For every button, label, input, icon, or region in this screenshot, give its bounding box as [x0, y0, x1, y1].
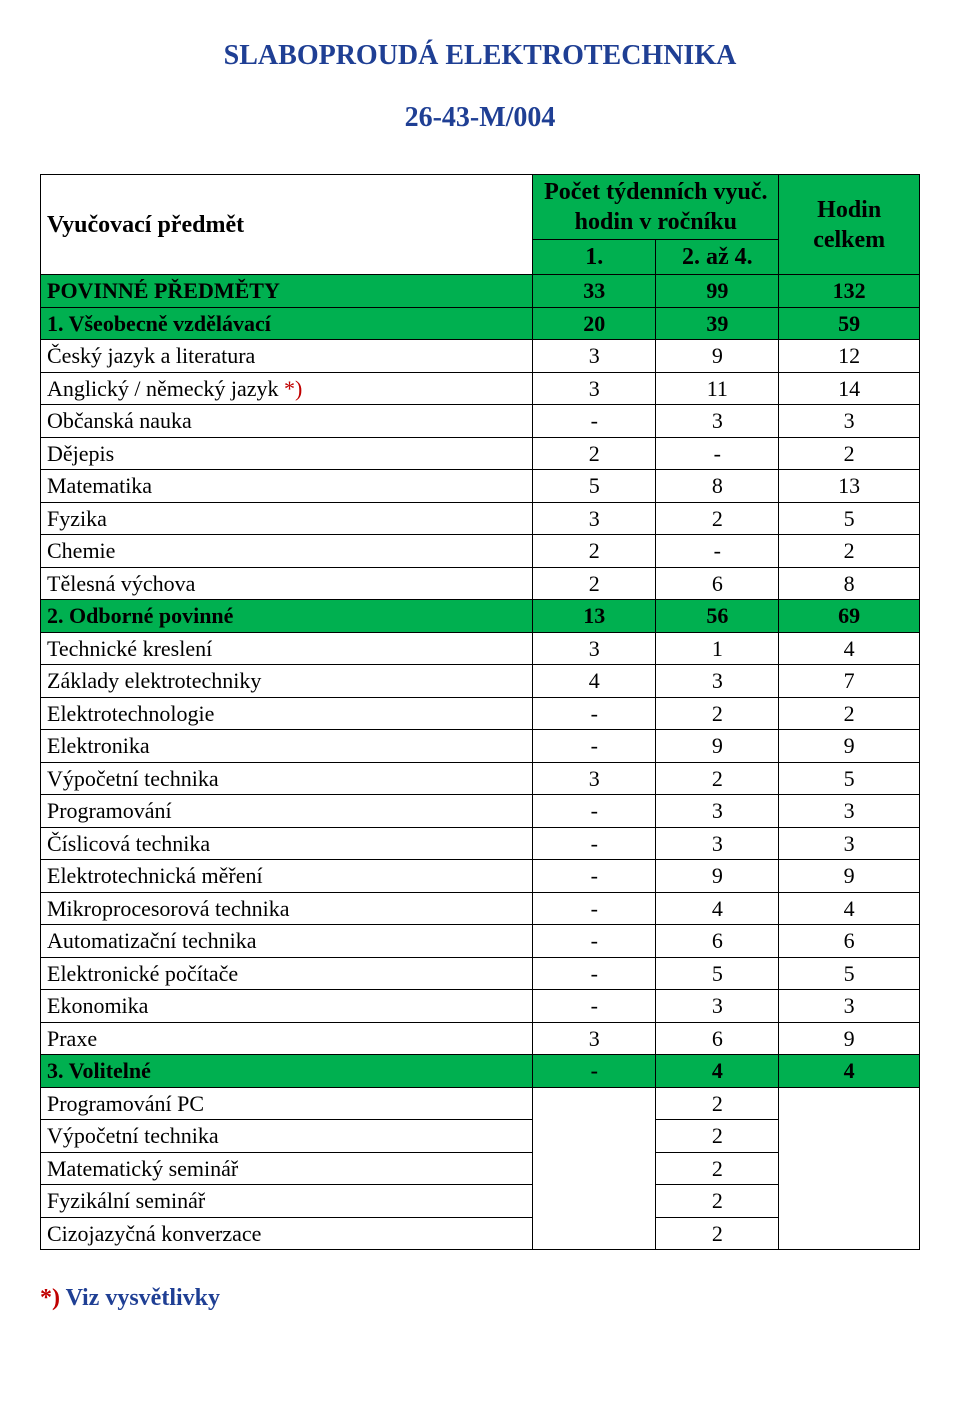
curriculum-table: Vyučovací předmětPočet týdenních vyuč. h…: [40, 174, 920, 1250]
table-row: Ekonomika-33: [41, 990, 920, 1023]
subject-name: Automatizační technika: [41, 925, 533, 958]
subject-name: Ekonomika: [41, 990, 533, 1023]
table-row: Elektrotechnologie-22: [41, 697, 920, 730]
table-row: Výpočetní technika325: [41, 762, 920, 795]
subject-name: Programování: [41, 795, 533, 828]
page-code: 26-43-M/004: [40, 102, 920, 134]
subject-name: Praxe: [41, 1022, 533, 1055]
section-row: 3. Volitelné-44: [41, 1055, 920, 1088]
table-row: Technické kreslení314: [41, 632, 920, 665]
section-row: 2. Odborné povinné135669: [41, 600, 920, 633]
subject-name: Výpočetní technika: [41, 762, 533, 795]
table-row: Praxe369: [41, 1022, 920, 1055]
table-row: Občanská nauka-33: [41, 405, 920, 438]
subject-name: Technické kreslení: [41, 632, 533, 665]
table-row: Matematika5813: [41, 470, 920, 503]
subject-name: Mikroprocesorová technika: [41, 892, 533, 925]
table-row: Základy elektrotechniky437: [41, 665, 920, 698]
subject-name: Cizojazyčná konverzace: [41, 1217, 533, 1250]
table-row: Český jazyk a literatura3912: [41, 340, 920, 373]
table-row: Programování-33: [41, 795, 920, 828]
subject-name: Fyzikální seminář: [41, 1185, 533, 1218]
subject-name: Elektronické počítače: [41, 957, 533, 990]
section-label: 1. Všeobecně vzdělávací: [41, 307, 533, 340]
table-row: Dějepis2-2: [41, 437, 920, 470]
header-c2: 2. až 4.: [656, 240, 779, 275]
table-row: Tělesná výchova268: [41, 567, 920, 600]
section-label: 2. Odborné povinné: [41, 600, 533, 633]
section-row: 1. Všeobecně vzdělávací203959: [41, 307, 920, 340]
subject-name: Základy elektrotechniky: [41, 665, 533, 698]
subject-name: Chemie: [41, 535, 533, 568]
subject-name: Tělesná výchova: [41, 567, 533, 600]
subject-name: Matematika: [41, 470, 533, 503]
table-row: Mikroprocesorová technika-44: [41, 892, 920, 925]
section-label: 3. Volitelné: [41, 1055, 533, 1088]
subject-name: Matematický seminář: [41, 1152, 533, 1185]
table-row: Elektronické počítače-55: [41, 957, 920, 990]
table-row: Číslicová technika-33: [41, 827, 920, 860]
subject-name: Výpočetní technika: [41, 1120, 533, 1153]
star-marker: *): [284, 376, 302, 401]
footnote-star: *): [40, 1285, 60, 1311]
header-c1: 1.: [533, 240, 656, 275]
footnote: *) Viz vysvětlivky: [40, 1285, 920, 1312]
section-label: POVINNÉ PŘEDMĚTY: [41, 275, 533, 308]
subject-name: Elektronika: [41, 730, 533, 763]
header-subject: Vyučovací předmět: [41, 175, 533, 275]
subject-name: Fyzika: [41, 502, 533, 535]
table-row: Programování PC2: [41, 1087, 920, 1120]
section-row: POVINNÉ PŘEDMĚTY3399132: [41, 275, 920, 308]
subject-name: Občanská nauka: [41, 405, 533, 438]
page-title: SLABOPROUDÁ ELEKTROTECHNIKA: [40, 40, 920, 72]
table-row: Elektronika-99: [41, 730, 920, 763]
subject-name: Číslicová technika: [41, 827, 533, 860]
subject-name: Elektrotechnická měření: [41, 860, 533, 893]
subject-name: Programování PC: [41, 1087, 533, 1120]
header-total: Hodin celkem: [779, 175, 920, 275]
subject-name: Anglický / německý jazyk *): [41, 372, 533, 405]
table-row: Elektrotechnická měření-99: [41, 860, 920, 893]
subject-name: Dějepis: [41, 437, 533, 470]
subject-name: Elektrotechnologie: [41, 697, 533, 730]
table-row: Automatizační technika-66: [41, 925, 920, 958]
subject-name: Český jazyk a literatura: [41, 340, 533, 373]
footnote-text: Viz vysvětlivky: [60, 1285, 220, 1311]
table-row: Fyzika325: [41, 502, 920, 535]
table-row: Chemie2-2: [41, 535, 920, 568]
header-hours: Počet týdenních vyuč. hodin v ročníku: [533, 175, 779, 240]
table-row: Anglický / německý jazyk *)31114: [41, 372, 920, 405]
